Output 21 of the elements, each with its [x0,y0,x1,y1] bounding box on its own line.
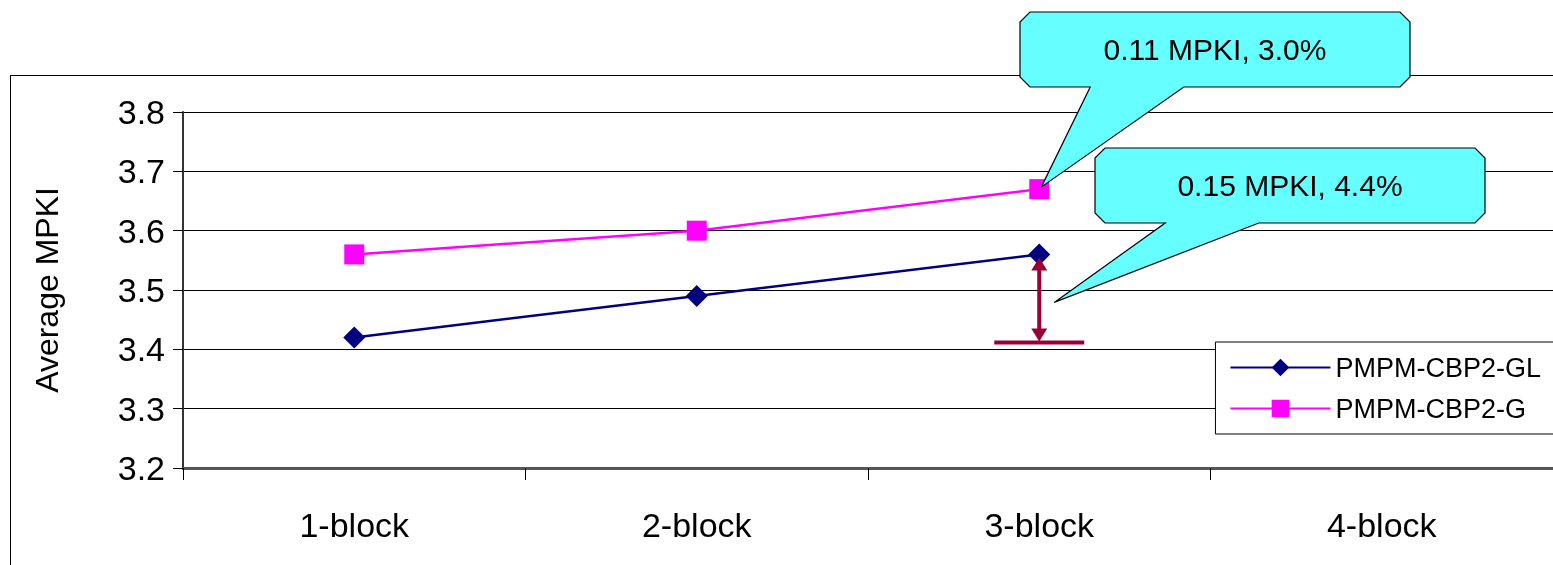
x-tick-label: 1-block [299,506,411,544]
point [685,284,708,307]
y-tick-label: 3.6 [117,211,165,250]
annotation: 0.15 MPKI, 4.4% [1177,169,1403,202]
x-tick-label: 3-block [984,506,1096,544]
point [344,244,365,265]
y-tick-label: 3.4 [117,330,165,369]
y-tick-label: 3.7 [117,152,165,191]
y-tick-label: 3.5 [117,271,165,309]
point [686,220,707,241]
legend-label: PMPM-CBP2-G [1335,393,1526,424]
point [1029,179,1050,200]
y-tick-label: 3.8 [117,93,165,131]
legend-label: PMPM-CBP2-GL [1335,352,1542,383]
point [343,326,366,349]
y-axis-title: Average MPKI [29,187,65,393]
y-tick-label: 3.2 [117,449,165,487]
x-tick-label: 4-block [1326,506,1438,544]
x-tick-label: 2-block [641,506,753,544]
speech-bubble: 0.15 MPKI, 4.4% [1053,147,1486,303]
y-tick-label: 3.3 [117,389,165,428]
